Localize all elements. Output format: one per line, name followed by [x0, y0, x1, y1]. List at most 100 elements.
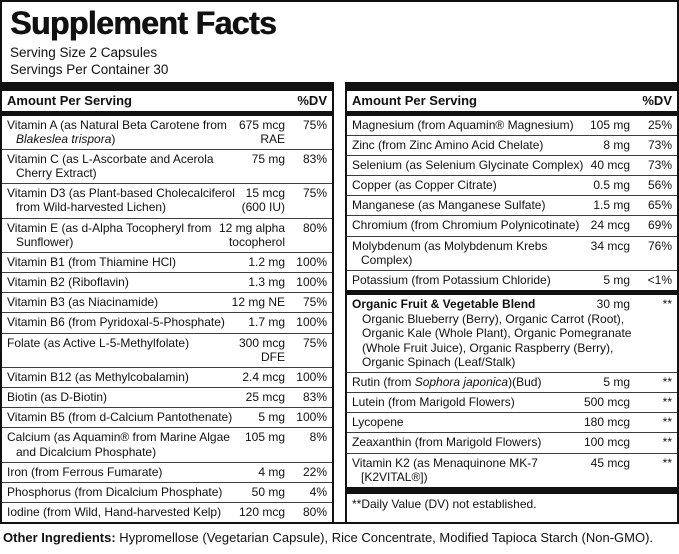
- ingredient-name: Manganese (as Manganese Sulfate): [352, 198, 546, 213]
- amount-value: 12 mg NE: [231, 295, 285, 310]
- table-row: Vitamin B2 (Riboflavin) 1.3 mg 100%: [2, 272, 332, 292]
- dv-value: 100%: [296, 254, 327, 269]
- amount-value: 1.3 mg: [248, 275, 285, 290]
- ingredient-name: Molybdenum (as Molybdenum Krebs Complex): [352, 238, 548, 267]
- supplement-facts-label: Supplement Facts Serving Size 2 Capsules…: [0, 0, 679, 525]
- dv-value: 80%: [302, 220, 327, 235]
- ingredient-name: Chromium (from Chromium Polynicotinate): [352, 218, 580, 233]
- column-gutter: [334, 82, 345, 522]
- amount-value: 25 mcg: [245, 390, 285, 405]
- dv-value: 73%: [647, 137, 672, 152]
- dv-value: 75%: [302, 117, 327, 132]
- ingredient-rows: Vitamin A (as Natural Beta Carotene from…: [2, 116, 332, 522]
- amount-value: 24 mcg: [590, 218, 630, 233]
- dv-value: 22%: [302, 464, 327, 479]
- dv-value: <1%: [647, 272, 672, 287]
- table-row: Copper (as Copper Citrate) 0.5 mg 56%: [347, 175, 677, 195]
- blend-ingredients: Organic Blueberry (Berry), Organic Carro…: [362, 312, 632, 369]
- ingredient-name: Calcium (as Aquamin® from Marine Algae a…: [7, 430, 230, 459]
- other-ingredients-text: Hypromellose (Vegetarian Capsule), Rice …: [115, 530, 654, 546]
- dv-value: 4%: [309, 484, 327, 499]
- amount-value: 5 mg: [603, 374, 630, 389]
- dv-value: 83%: [302, 152, 327, 166]
- facts-columns: Amount Per Serving %DV Vitamin A (as Nat…: [2, 81, 677, 523]
- table-row: Lycopene 180 mcg **: [347, 412, 677, 432]
- ingredient-name: Organic Fruit & Vegetable Blend: [352, 297, 536, 312]
- ingredient-name: Iron (from Ferrous Fumarate): [7, 464, 163, 479]
- amount-value: 105 mg: [589, 117, 630, 132]
- ingredient-name: Vitamin B3 (as Niacinamide): [7, 295, 159, 310]
- amount-value: 300 mcg DFE: [238, 335, 285, 364]
- table-row: Zeaxanthin (from Marigold Flowers) 100 mc…: [347, 432, 677, 452]
- serving-info: Serving Size 2 Capsules Servings Per Con…: [10, 44, 669, 79]
- header-divider-medium: [2, 110, 332, 116]
- amount-value: 15 mcg (600 IU): [241, 186, 285, 215]
- section-divider: [347, 290, 677, 296]
- ingredient-name: Folate (as Active L-5-Methylfolate): [7, 335, 190, 350]
- table-row: Phosphorus (from Dicalcium Phosphate) 50 …: [2, 481, 332, 502]
- amount-value: 120 mcg: [238, 504, 285, 519]
- table-row: Vitamin B6 (from Pyridoxal-5-Phosphate) 1…: [2, 312, 332, 332]
- ingredient-name: Copper (as Copper Citrate): [352, 178, 497, 193]
- table-row: Chromium (from Chromium Polynicotinate) 2…: [347, 215, 677, 235]
- ingredient-name: Rutin (from Sophora japonica)(Bud): [352, 374, 542, 389]
- dv-value: 80%: [302, 504, 327, 519]
- dv-value: **: [662, 395, 672, 410]
- table-row: Molybdenum (as Molybdenum Krebs Complex)…: [347, 235, 677, 270]
- ingredient-name: Vitamin B1 (from Thiamine HCl): [7, 254, 176, 269]
- ingredient-name: Vitamin B5 (from d-Calcium Pantothenate): [7, 410, 233, 425]
- table-row: Vitamin B5 (from d-Calcium Pantothenate)…: [2, 407, 332, 427]
- table-row: Iodine (from Wild, Hand-harvested Kelp) 1…: [2, 501, 332, 522]
- table-row: Vitamin B3 (as Niacinamide) 12 mg NE 75%: [2, 292, 332, 312]
- ingredient-name: Biotin (as D-Biotin): [7, 390, 108, 405]
- amount-per-serving-label: Amount Per Serving: [352, 92, 477, 108]
- facts-column-right: Amount Per Serving %DV Magnesium (from A…: [345, 81, 677, 523]
- dv-value: **: [662, 297, 672, 312]
- table-row: Vitamin B12 (as Methylcobalamin) 2.4 mcg 1…: [2, 366, 332, 387]
- table-row: Iron (from Ferrous Fumarate) 4 mg 22%: [2, 461, 332, 482]
- table-row: Vitamin B1 (from Thiamine HCl) 1.2 mg 100%: [2, 251, 332, 272]
- header-divider-thick: [347, 81, 677, 91]
- dv-value: **: [662, 435, 672, 450]
- ingredient-name: Vitamin E (as d-Alpha Tocopheryl from Su…: [7, 220, 212, 249]
- table-row: Rutin (from Sophora japonica)(Bud) 5 mg **: [347, 371, 677, 392]
- dv-value: 75%: [302, 295, 327, 310]
- table-row: Vitamin K2 (as Menaquinone MK-7 [K2VITAL…: [347, 452, 677, 487]
- page-title: Supplement Facts: [10, 5, 277, 41]
- ingredient-name: Zeaxanthin (from Marigold Flowers): [352, 435, 542, 450]
- amount-value: 40 mcg: [590, 158, 630, 172]
- other-ingredients-label: Other Ingredients:: [3, 530, 116, 546]
- dv-header-label: %DV: [297, 92, 327, 108]
- dv-value: 56%: [647, 178, 672, 193]
- amount-value: 34 mcg: [590, 238, 630, 253]
- dv-footnote: **Daily Value (DV) not established.: [352, 496, 537, 511]
- dv-value: 69%: [647, 218, 672, 233]
- dv-value: 65%: [647, 198, 672, 213]
- amount-value: 105 mg: [244, 430, 285, 445]
- ingredient-name: Zinc (from Zinc Amino Acid Chelate): [352, 137, 544, 152]
- amount-value: 12 mg alpha tocopherol: [218, 220, 285, 249]
- ingredient-name: Vitamin K2 (as Menaquinone MK-7 [K2VITAL…: [352, 455, 538, 484]
- dv-value: 100%: [296, 369, 327, 384]
- dv-value: 100%: [296, 275, 327, 290]
- table-row: Folate (as Active L-5-Methylfolate) 300 m…: [2, 332, 332, 367]
- other-ingredients: Other Ingredients: Hypromellose (Vegetar…: [0, 524, 679, 549]
- ingredient-name: Iodine (from Wild, Hand-harvested Kelp): [7, 504, 222, 519]
- amount-value: 500 mcg: [583, 395, 630, 410]
- dv-value: 25%: [647, 117, 672, 132]
- ingredient-name: Vitamin C (as L-Ascorbate and Acerola Ch…: [7, 152, 214, 181]
- amount-value: 1.2 mg: [248, 254, 285, 269]
- dv-value: 100%: [296, 410, 327, 425]
- table-row: Organic Fruit & Vegetable Blend 30 mg ** Or…: [347, 295, 677, 372]
- amount-value: 180 mcg: [583, 415, 630, 430]
- ingredient-name: Vitamin D3 (as Plant-based Cholecalcifer…: [7, 186, 235, 215]
- ingredient-name: Vitamin B6 (from Pyridoxal-5-Phosphate): [7, 315, 225, 330]
- footnote-divider: [347, 486, 677, 494]
- amount-value: 675 mcg RAE: [238, 117, 285, 146]
- amount-value: 0.5 mg: [593, 178, 630, 193]
- dv-value: 75%: [302, 335, 327, 350]
- dv-value: **: [662, 374, 672, 389]
- ingredient-name: Lutein (from Marigold Flowers): [352, 395, 515, 410]
- dv-value: 73%: [647, 158, 672, 172]
- servings-per-container: Servings Per Container 30: [10, 62, 169, 78]
